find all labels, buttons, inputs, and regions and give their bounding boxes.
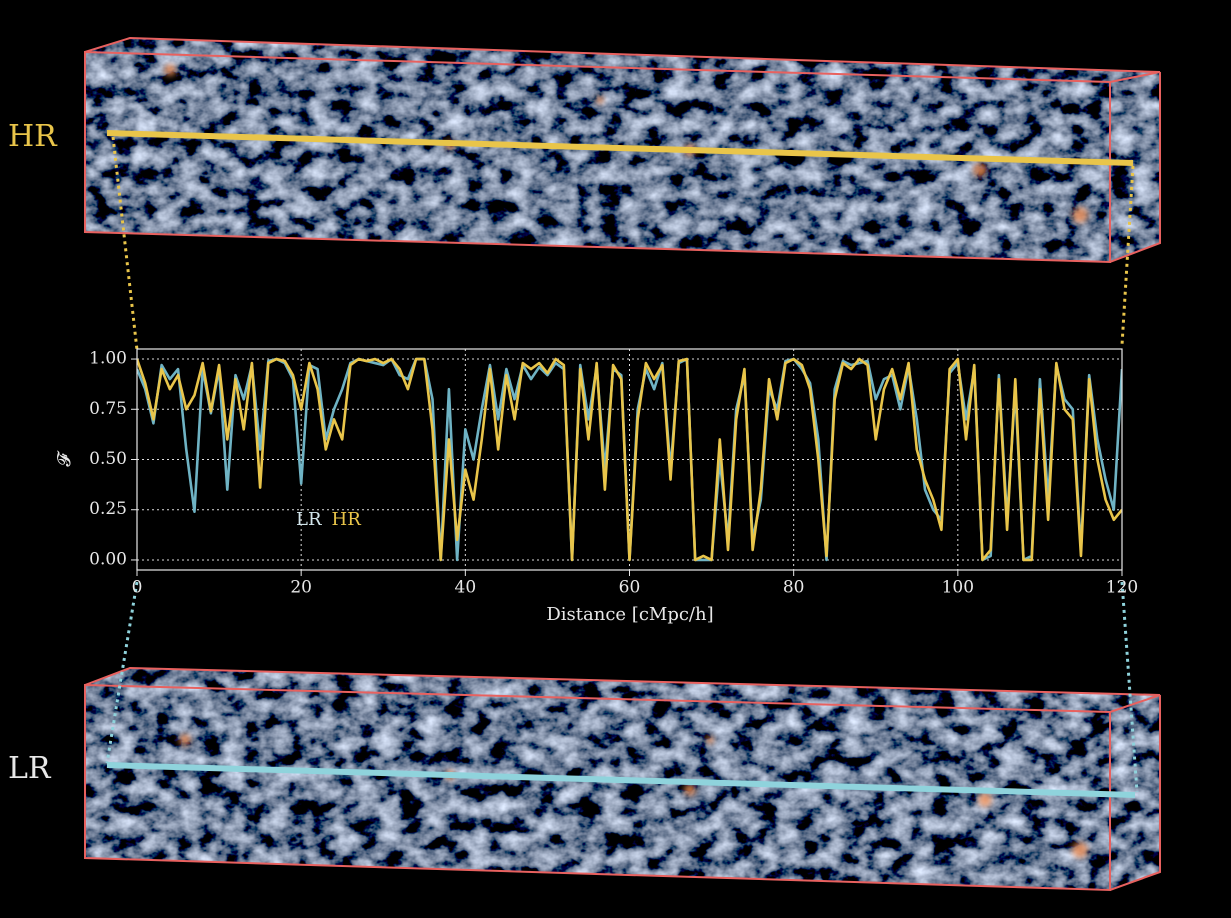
y-tick-label: 0.00 bbox=[89, 549, 127, 569]
figure: HR LR Distance [cMpc/h] 𝓕 0.000.250.500.… bbox=[0, 0, 1231, 918]
hr-volume bbox=[85, 38, 1160, 262]
x-tick-label: 20 bbox=[290, 578, 312, 598]
x-tick-label: 0 bbox=[132, 578, 143, 598]
lr-volume bbox=[85, 668, 1160, 890]
y-tick-label: 0.25 bbox=[89, 499, 127, 519]
legend-label: LR bbox=[296, 509, 322, 530]
page: {"chart_data": { "type": "line", "annota… bbox=[0, 0, 1231, 918]
y-tick-label: 0.75 bbox=[89, 399, 127, 419]
x-tick-label: 100 bbox=[942, 578, 974, 598]
x-tick-label: 80 bbox=[783, 578, 805, 598]
y-tick-label: 1.00 bbox=[89, 349, 127, 369]
x-tick-label: 60 bbox=[619, 578, 641, 598]
panel-label: HR bbox=[8, 119, 58, 154]
legend-label: HR bbox=[332, 509, 362, 530]
panel-label: LR bbox=[8, 751, 52, 786]
x-axis-label: Distance [cMpc/h] bbox=[546, 604, 713, 625]
x-tick-label: 40 bbox=[455, 578, 477, 598]
y-tick-label: 0.50 bbox=[89, 449, 127, 469]
x-tick-label: 120 bbox=[1106, 578, 1138, 598]
